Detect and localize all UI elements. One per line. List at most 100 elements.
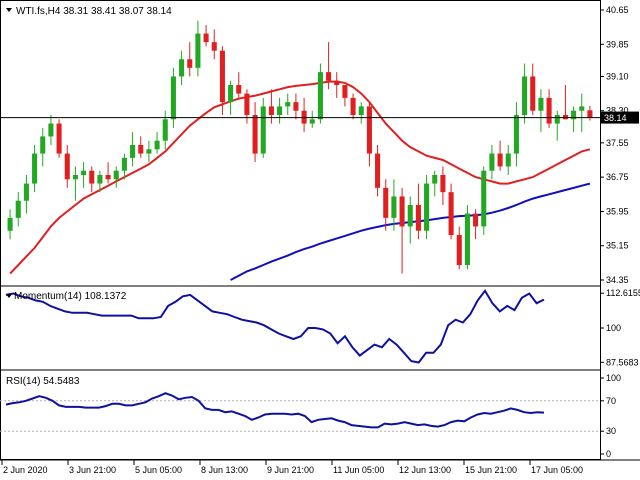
candle [170,67,176,128]
candle-body [219,50,225,103]
candle [391,179,397,231]
candle-body [448,192,454,235]
candle [105,162,111,184]
candle [121,153,127,180]
candle [481,166,487,235]
candle-body [399,196,405,227]
candle-body [146,149,152,154]
collapse-triangle-icon [6,8,12,12]
candle [15,192,21,227]
candle [162,110,168,150]
candle [489,145,495,180]
candle-body [375,153,381,188]
candle [260,97,266,158]
candle [301,97,307,133]
candle [497,140,503,171]
candle [424,175,430,240]
candle [285,93,291,115]
candle-body [334,80,340,85]
candle [219,46,225,115]
candle [146,140,152,163]
candle-body [309,119,315,124]
candle [187,42,193,77]
candle-body [81,170,87,175]
candle-body [546,97,552,124]
candle [138,136,144,158]
candle-body [7,217,13,231]
candle-body [268,106,274,115]
momentum-line [5,289,545,364]
candle-body [391,196,397,218]
candle-body [513,115,519,154]
candle-body [97,175,103,184]
main-header: WTI.fs,H4 38.31 38.41 38.07 38.14 [16,6,172,17]
candle-body [105,175,111,180]
candle-body [424,183,430,231]
candle [522,63,528,124]
candle-body [432,175,438,184]
candle-body [244,93,250,115]
candle [546,89,552,128]
candle-body [473,213,479,227]
candle [23,175,29,214]
candle-body [228,85,234,103]
candle [179,50,185,85]
candle [154,132,160,154]
candle [211,29,217,60]
current-price-label: 38.14 [604,113,627,123]
candle [399,187,405,274]
y-tick-label: 0 [606,449,611,459]
candle [334,72,340,98]
candle-body [72,175,78,180]
candle [228,80,234,115]
candle-body [260,106,266,154]
rsi-header: RSI(14) 54.5483 [6,376,80,387]
candle-body [154,140,160,150]
candle-body [277,106,283,115]
candle [252,102,258,163]
candle-body [530,76,536,111]
candle [7,209,13,240]
candle [277,97,283,124]
candle [203,25,209,47]
candle [40,127,46,167]
x-tick-label: 3 Jun 21:00 [69,465,116,475]
candle-body [522,76,528,115]
candle-body [138,145,144,154]
candle [293,93,299,120]
candle [554,110,560,141]
candle [64,145,70,188]
x-tick-label: 9 Jun 21:00 [267,465,314,475]
candle [383,179,389,231]
candle-body [211,42,217,51]
candle [32,145,38,193]
candle [456,226,462,270]
candle-body [64,153,70,180]
candle-body [56,123,62,154]
candle-body [317,72,323,120]
y-tick-label: 37.55 [606,138,629,148]
candle [579,93,585,133]
x-tick-label: 15 Jun 21:00 [465,465,517,475]
candle [97,170,103,193]
x-tick-label: 5 Jun 05:00 [135,465,182,475]
candle-body [350,97,356,115]
candle-body [203,33,209,43]
candle [448,183,454,240]
y-tick-label: 70 [606,396,616,406]
candle-body [326,72,332,81]
candle [342,85,348,107]
candle-body [195,33,201,68]
candle-body [554,115,560,124]
y-tick-label: 100 [606,373,621,383]
candle-body [187,59,193,68]
y-tick-label: 112.6155 [606,288,640,298]
candle [350,93,356,120]
candle [513,102,519,167]
candle [195,20,201,77]
candle [48,115,54,145]
candle-body [121,157,127,171]
candle-body [497,153,503,167]
x-tick-label: 11 Jun 05:00 [333,465,384,475]
candle-body [113,170,119,180]
